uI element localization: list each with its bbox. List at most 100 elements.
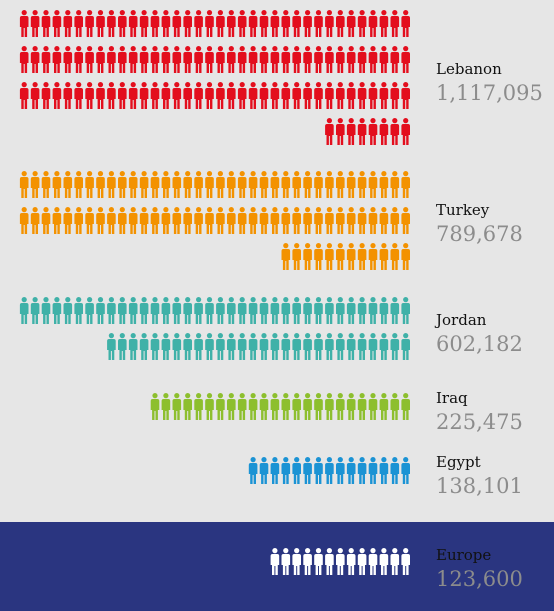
person-icon bbox=[270, 82, 280, 109]
person-icon bbox=[237, 46, 247, 73]
person-icon bbox=[161, 393, 171, 420]
person-icon bbox=[357, 10, 367, 37]
person-icon bbox=[379, 10, 389, 37]
person-icon bbox=[325, 10, 334, 37]
person-icon bbox=[325, 457, 334, 484]
person-icon bbox=[368, 171, 378, 198]
person-icon bbox=[248, 297, 258, 324]
person-icon bbox=[401, 393, 410, 420]
person-icon bbox=[205, 207, 214, 234]
country-label-lebanon: Lebanon bbox=[436, 60, 502, 78]
person-icon bbox=[248, 457, 258, 484]
person-icon bbox=[205, 171, 214, 198]
country-value-lebanon: 1,117,095 bbox=[436, 81, 543, 105]
person-icon bbox=[314, 82, 323, 109]
person-icon bbox=[314, 207, 323, 234]
person-icon bbox=[227, 393, 236, 420]
person-icon bbox=[41, 46, 51, 73]
person-icon bbox=[128, 46, 138, 73]
person-icon bbox=[227, 46, 236, 73]
country-label-jordan: Jordan bbox=[434, 311, 487, 329]
person-icon bbox=[52, 207, 62, 234]
person-icon bbox=[172, 297, 182, 324]
person-icon bbox=[357, 171, 367, 198]
person-icon bbox=[183, 207, 192, 234]
person-icon bbox=[172, 393, 182, 420]
person-icon bbox=[96, 10, 105, 37]
person-icon bbox=[346, 118, 356, 145]
person-icon bbox=[205, 46, 214, 73]
person-icon bbox=[19, 297, 29, 324]
person-icon bbox=[336, 548, 345, 575]
person-icon bbox=[292, 10, 301, 37]
person-icon bbox=[401, 548, 410, 575]
person-icon bbox=[401, 118, 410, 145]
person-icon bbox=[216, 333, 225, 360]
person-icon bbox=[96, 82, 105, 109]
person-icon bbox=[281, 548, 291, 575]
country-value-egypt: 138,101 bbox=[436, 474, 523, 498]
person-icon bbox=[194, 393, 203, 420]
person-icon bbox=[390, 118, 400, 145]
person-icon bbox=[314, 457, 323, 484]
person-icon bbox=[325, 333, 334, 360]
person-icon bbox=[390, 10, 400, 37]
person-icon bbox=[270, 46, 280, 73]
person-icon bbox=[118, 10, 127, 37]
person-icon bbox=[183, 10, 192, 37]
person-icon bbox=[292, 457, 301, 484]
person-icon bbox=[107, 333, 116, 360]
person-icon bbox=[357, 118, 367, 145]
person-icon bbox=[281, 333, 291, 360]
person-icon bbox=[205, 333, 214, 360]
person-icon bbox=[172, 333, 182, 360]
person-icon bbox=[227, 82, 236, 109]
person-icon bbox=[314, 333, 323, 360]
person-icon bbox=[139, 333, 149, 360]
person-icon bbox=[325, 207, 334, 234]
person-icon bbox=[368, 548, 378, 575]
person-icon bbox=[401, 46, 410, 73]
person-icon bbox=[216, 393, 225, 420]
person-icon bbox=[85, 171, 94, 198]
person-icon bbox=[259, 457, 269, 484]
person-icon bbox=[314, 46, 323, 73]
person-icon bbox=[237, 171, 247, 198]
person-icon bbox=[30, 82, 40, 109]
person-icon bbox=[357, 333, 367, 360]
person-icon bbox=[303, 297, 312, 324]
person-icon bbox=[270, 548, 280, 575]
person-icon bbox=[314, 171, 323, 198]
person-icon bbox=[303, 82, 312, 109]
person-icon bbox=[183, 46, 192, 73]
country-label-iraq: Iraq bbox=[436, 389, 468, 407]
person-icon bbox=[281, 46, 291, 73]
person-icon bbox=[172, 207, 182, 234]
person-icon bbox=[205, 10, 214, 37]
person-icon bbox=[346, 82, 356, 109]
person-icon bbox=[401, 297, 410, 324]
person-icon bbox=[281, 243, 291, 270]
person-icon bbox=[390, 297, 400, 324]
person-icon bbox=[19, 82, 29, 109]
person-icon bbox=[118, 333, 127, 360]
person-icon bbox=[52, 297, 62, 324]
person-icon bbox=[237, 393, 247, 420]
person-icon bbox=[281, 10, 291, 37]
person-icon bbox=[325, 548, 334, 575]
person-icon bbox=[128, 333, 138, 360]
person-icon bbox=[161, 207, 171, 234]
person-icon bbox=[216, 82, 225, 109]
person-icon bbox=[248, 82, 258, 109]
person-icon bbox=[368, 297, 378, 324]
person-icon bbox=[216, 10, 225, 37]
person-icon bbox=[379, 46, 389, 73]
person-icon bbox=[336, 82, 345, 109]
person-icon bbox=[194, 82, 203, 109]
person-icon bbox=[96, 297, 105, 324]
person-icon bbox=[237, 297, 247, 324]
person-icon bbox=[292, 243, 301, 270]
person-icon bbox=[270, 297, 280, 324]
person-icon bbox=[259, 82, 269, 109]
